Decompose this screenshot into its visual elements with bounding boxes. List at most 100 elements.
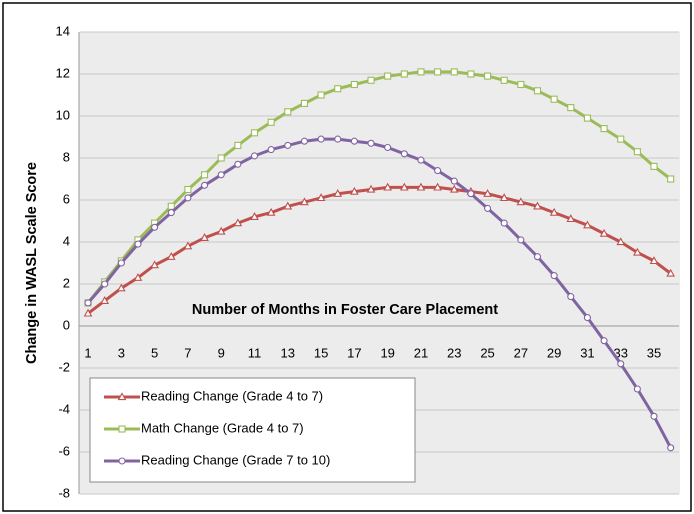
x-tick-label: 27 [514, 345, 528, 360]
marker [599, 228, 609, 237]
marker [250, 212, 259, 220]
x-tick-label: 3 [118, 345, 125, 360]
x-tick-label: 29 [547, 345, 561, 360]
marker [284, 141, 292, 149]
marker [133, 272, 143, 281]
y-tick-label: -8 [58, 485, 70, 500]
marker [416, 182, 426, 191]
marker [300, 137, 308, 145]
marker [500, 219, 508, 227]
marker [633, 247, 642, 256]
marker [517, 236, 525, 244]
marker [616, 237, 626, 246]
marker [200, 233, 209, 241]
marker [233, 218, 243, 227]
legend-label: Math Change (Grade 4 to 7) [141, 420, 304, 435]
marker [100, 296, 109, 304]
marker [516, 197, 526, 206]
marker [150, 260, 159, 269]
marker [484, 204, 492, 212]
legend-box [89, 377, 416, 483]
marker [666, 268, 676, 277]
x-tick-label: 31 [580, 345, 594, 360]
y-tick-label: 6 [63, 191, 70, 206]
marker [583, 114, 591, 122]
marker [234, 160, 242, 168]
marker [216, 226, 226, 235]
marker [500, 76, 508, 84]
legend-marker [118, 425, 126, 433]
marker [633, 385, 641, 393]
marker [334, 85, 342, 93]
marker [617, 135, 625, 143]
marker [284, 108, 292, 116]
marker [184, 185, 192, 194]
marker [533, 87, 542, 95]
marker [367, 76, 375, 84]
marker [250, 129, 259, 137]
legend-label: Reading Change (Grade 4 to 7) [141, 388, 323, 403]
x-tick-label: 1 [84, 345, 91, 360]
y-tick-label: 4 [63, 233, 70, 248]
x-tick-label: 23 [447, 345, 461, 360]
y-tick-label: 0 [63, 317, 70, 332]
marker [201, 171, 209, 179]
legend: Reading Change (Grade 4 to 7) Math Change… [104, 388, 330, 467]
marker [334, 135, 342, 143]
marker [649, 256, 659, 265]
marker [549, 207, 559, 216]
y-tick-label: 12 [56, 65, 70, 80]
y-tick-label: -4 [58, 401, 70, 416]
marker [550, 95, 558, 103]
x-tick-label: 35 [647, 345, 661, 360]
marker [617, 360, 625, 368]
marker [484, 72, 492, 80]
marker [166, 251, 176, 260]
marker [417, 68, 425, 76]
marker [167, 209, 175, 217]
y-tick-label: -2 [58, 359, 70, 374]
marker [266, 207, 276, 216]
marker [467, 70, 475, 78]
legend-marker [117, 392, 127, 401]
marker [433, 182, 442, 191]
marker [333, 188, 343, 197]
series-group [83, 68, 676, 452]
marker [434, 68, 442, 76]
marker [383, 182, 393, 191]
marker [600, 337, 608, 345]
marker [183, 241, 193, 250]
marker [667, 444, 675, 452]
marker [317, 91, 325, 99]
marker [116, 283, 126, 292]
marker [201, 181, 209, 189]
marker [283, 201, 293, 210]
marker [300, 99, 308, 107]
legend-label: Reading Change (Grade 7 to 10) [141, 452, 330, 467]
marker [567, 104, 575, 112]
marker [417, 156, 425, 164]
marker [483, 188, 492, 197]
marker [633, 148, 641, 156]
marker [267, 118, 275, 126]
marker [384, 72, 392, 80]
marker [350, 137, 358, 145]
marker [467, 190, 475, 198]
marker [600, 125, 608, 133]
marker [667, 175, 675, 183]
y-tick-label: 14 [56, 23, 70, 38]
marker [267, 146, 275, 154]
marker [101, 280, 109, 288]
marker [316, 193, 326, 202]
series-line [86, 137, 673, 449]
marker [533, 253, 542, 261]
marker [117, 259, 125, 267]
x-tick-label: 5 [151, 345, 158, 360]
x-tick-label: 25 [480, 345, 494, 360]
marker [234, 141, 242, 149]
marker [184, 194, 192, 202]
marker [499, 193, 509, 202]
x-tick-label: 11 [248, 345, 262, 360]
marker [134, 240, 142, 248]
